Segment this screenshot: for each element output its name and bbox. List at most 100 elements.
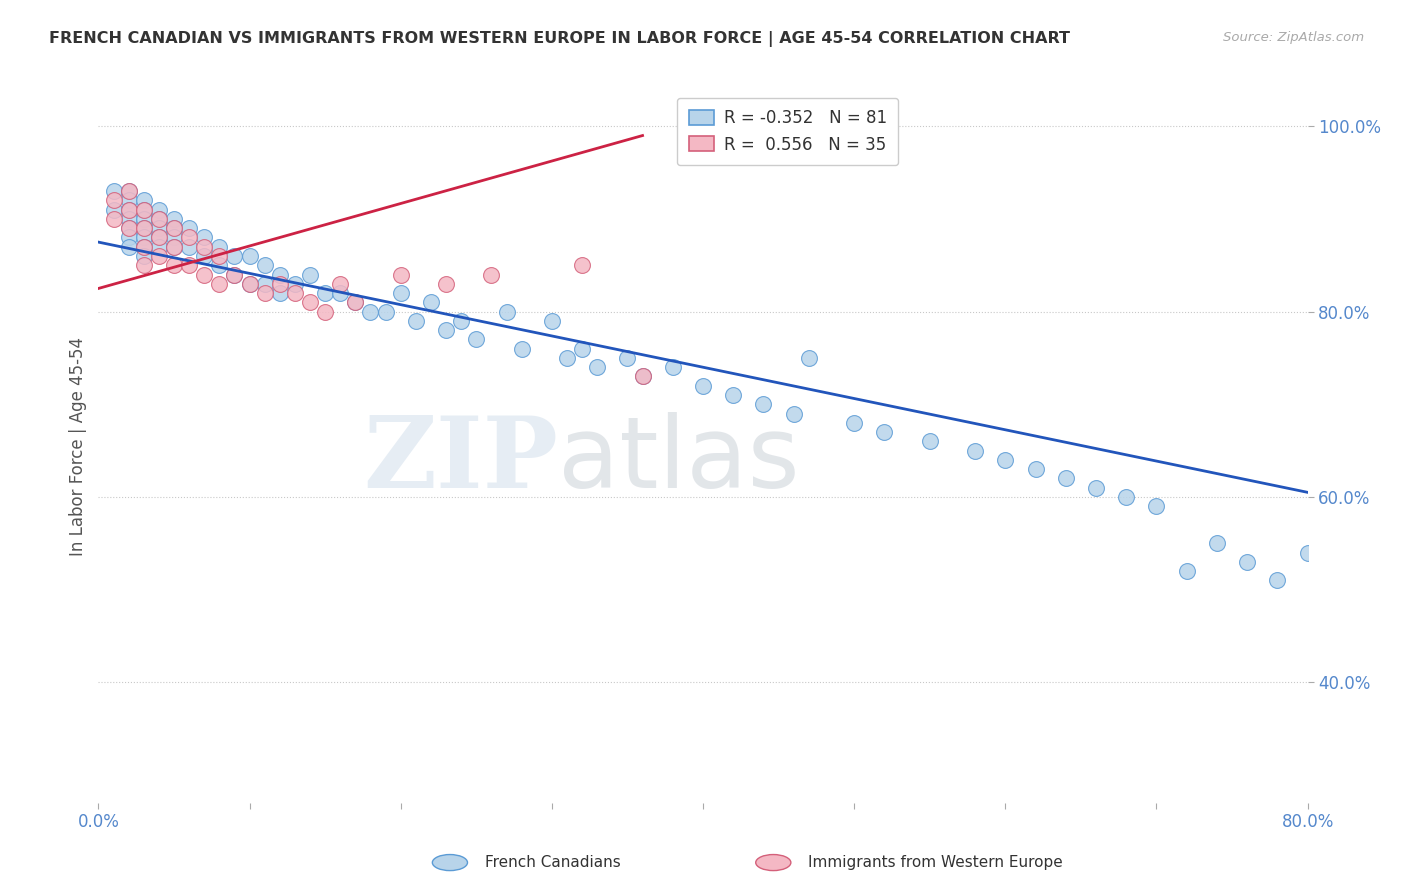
Point [1206,536,1229,550]
Point [224,268,246,282]
Point [132,202,155,217]
Point [631,369,654,384]
Point [208,240,231,254]
Point [148,230,170,244]
Point [844,416,866,430]
Point [450,314,472,328]
Point [723,388,745,402]
Point [269,268,291,282]
Point [360,304,382,318]
Point [118,230,141,244]
Point [148,211,170,226]
Point [132,221,155,235]
Text: Source: ZipAtlas.com: Source: ZipAtlas.com [1223,31,1364,45]
Point [269,277,291,291]
Point [193,230,215,244]
Point [495,304,517,318]
Point [132,202,155,217]
Point [1054,471,1077,485]
Point [132,194,155,208]
Point [481,268,503,282]
Point [253,286,276,301]
Point [132,258,155,272]
Point [239,277,262,291]
Point [1175,564,1198,578]
Point [434,323,457,337]
Point [1267,574,1289,588]
Point [616,351,638,365]
Point [420,295,443,310]
Point [918,434,941,449]
Point [465,333,488,347]
Point [118,202,141,217]
Text: Immigrants from Western Europe: Immigrants from Western Europe [808,855,1063,870]
Point [179,240,201,254]
Point [374,304,396,318]
Point [434,277,457,291]
Point [163,211,186,226]
Point [163,221,186,235]
Point [873,425,896,439]
Point [179,230,201,244]
Point [344,295,367,310]
Point [118,221,141,235]
Point [389,286,412,301]
Point [571,342,593,356]
Point [965,443,987,458]
Point [1115,490,1137,504]
Point [208,277,231,291]
Text: atlas: atlas [558,412,800,508]
Point [118,184,141,198]
Point [284,277,307,291]
Point [571,258,593,272]
Point [253,277,276,291]
Point [208,249,231,263]
Point [179,258,201,272]
Point [179,221,201,235]
Y-axis label: In Labor Force | Age 45-54: In Labor Force | Age 45-54 [69,336,87,556]
Point [661,360,683,375]
Point [631,369,654,384]
Point [148,221,170,235]
Text: French Canadians: French Canadians [485,855,621,870]
Point [1024,462,1046,476]
Point [163,258,186,272]
Point [224,249,246,263]
Point [193,240,215,254]
Point [132,211,155,226]
Point [1144,500,1167,514]
Point [269,286,291,301]
Point [555,351,578,365]
Legend: R = -0.352   N = 81, R =  0.556   N = 35: R = -0.352 N = 81, R = 0.556 N = 35 [676,97,898,165]
Point [1296,545,1319,559]
Point [163,221,186,235]
Text: FRENCH CANADIAN VS IMMIGRANTS FROM WESTERN EUROPE IN LABOR FORCE | AGE 45-54 COR: FRENCH CANADIAN VS IMMIGRANTS FROM WESTE… [49,31,1070,47]
Point [752,397,775,411]
Point [224,268,246,282]
Point [314,286,336,301]
Point [314,304,336,318]
Point [148,230,170,244]
Point [103,194,125,208]
Point [344,295,367,310]
Point [329,277,352,291]
Point [132,240,155,254]
Point [389,268,412,282]
Point [239,277,262,291]
Point [239,249,262,263]
Point [103,202,125,217]
Point [148,211,170,226]
Point [118,221,141,235]
Point [405,314,427,328]
Point [148,240,170,254]
Point [586,360,609,375]
Point [797,351,820,365]
Point [132,230,155,244]
Text: ZIP: ZIP [363,412,558,508]
Point [132,221,155,235]
Point [510,342,533,356]
Point [299,268,322,282]
Point [1236,555,1258,569]
Point [208,258,231,272]
Point [783,407,806,421]
